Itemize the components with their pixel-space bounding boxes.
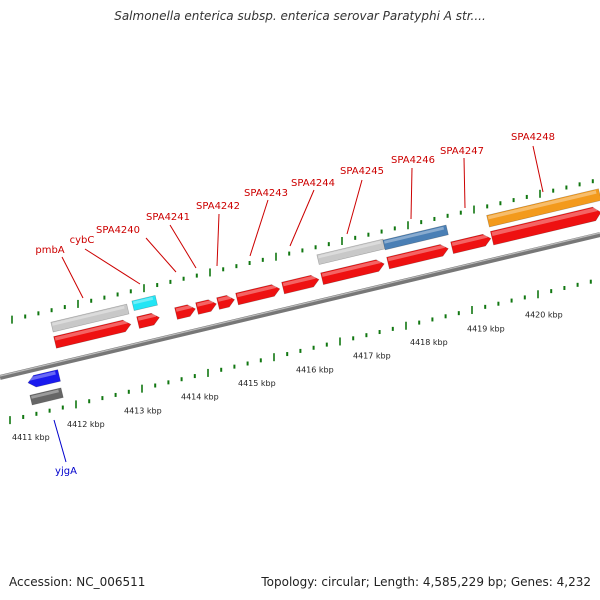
label-leader — [289, 189, 315, 247]
scale-label: 4419 kbp — [467, 325, 505, 334]
scale-label: 4418 kbp — [410, 338, 448, 347]
gene-cybC[interactable] — [136, 312, 161, 329]
cds-cybC[interactable] — [131, 295, 158, 312]
gene-label-SPA4240[interactable]: SPA4240 — [96, 225, 140, 236]
gene-label-yjgA[interactable]: yjgA — [55, 466, 77, 477]
label-leader — [346, 179, 363, 235]
label-leader — [61, 256, 84, 299]
gene-SPA4245[interactable] — [320, 258, 386, 285]
gene-SPA4242[interactable] — [216, 294, 236, 310]
genome-stats-text: Topology: circular; Length: 4,585,229 bp… — [261, 575, 591, 589]
gene-SPA4244[interactable] — [281, 274, 321, 295]
gene-SPA4247[interactable] — [450, 233, 493, 254]
label-leader — [463, 157, 466, 209]
gene-label-SPA4242[interactable]: SPA4242 — [196, 201, 240, 212]
gene-SPA4240[interactable] — [174, 303, 197, 320]
label-leader — [410, 167, 413, 220]
gene-SPA4243[interactable] — [235, 283, 282, 306]
label-layer: pmbAcybCSPA4240SPA4241SPA4242SPA4243SPA4… — [35, 132, 555, 477]
gene-label-SPA4246[interactable]: SPA4246 — [391, 155, 435, 166]
label-leader — [216, 213, 220, 267]
gene-label-SPA4241[interactable]: SPA4241 — [146, 212, 190, 223]
gene-label-pmbA[interactable]: pmbA — [35, 245, 64, 256]
scale-label: 4417 kbp — [353, 352, 391, 361]
scale-label: 4415 kbp — [238, 379, 276, 388]
label-leader — [53, 419, 67, 463]
gene-SPA4248[interactable] — [490, 205, 600, 246]
gene-label-SPA4247[interactable]: SPA4247 — [440, 146, 484, 157]
feature-layer — [27, 188, 600, 406]
gene-label-SPA4243[interactable]: SPA4243 — [244, 188, 288, 199]
scale-label: 4412 kbp — [67, 420, 105, 429]
cds-SPA4246[interactable] — [382, 224, 449, 251]
accession-text: Accession: NC_006511 — [9, 575, 146, 589]
gene-label-cybC[interactable]: cybC — [70, 235, 95, 246]
gene-label-SPA4244[interactable]: SPA4244 — [291, 178, 335, 189]
cds-pmbA[interactable] — [50, 303, 130, 333]
label-leader — [249, 199, 269, 257]
gene-yjgA[interactable] — [27, 369, 61, 389]
label-leader — [532, 145, 544, 193]
scale-label: 4416 kbp — [296, 365, 334, 374]
scale-label: 4420 kbp — [525, 311, 563, 320]
cds-yjgA[interactable] — [29, 387, 64, 406]
scale-label: 4414 kbp — [181, 393, 219, 402]
genome-backbone — [0, 232, 600, 380]
tick-layer: 4411 kbp 4412 kbp 4413 kbp 4414 kbp 4415 kbp… — [9, 179, 594, 442]
label-leader — [84, 248, 141, 285]
cds-SPA4248[interactable] — [486, 188, 600, 228]
label-leader — [169, 224, 197, 269]
scale-label: 4413 kbp — [124, 406, 162, 415]
map-title: Salmonella enterica subsp. enterica sero… — [114, 9, 486, 23]
scale-label: 4411 kbp — [12, 433, 50, 442]
gene-label-SPA4245[interactable]: SPA4245 — [340, 166, 384, 177]
gene-SPA4241[interactable] — [195, 298, 218, 315]
gene-label-SPA4248[interactable]: SPA4248 — [511, 132, 555, 143]
gene-SPA4246[interactable] — [386, 243, 450, 270]
label-leader — [145, 237, 177, 273]
gene-pmbA[interactable] — [53, 318, 133, 349]
